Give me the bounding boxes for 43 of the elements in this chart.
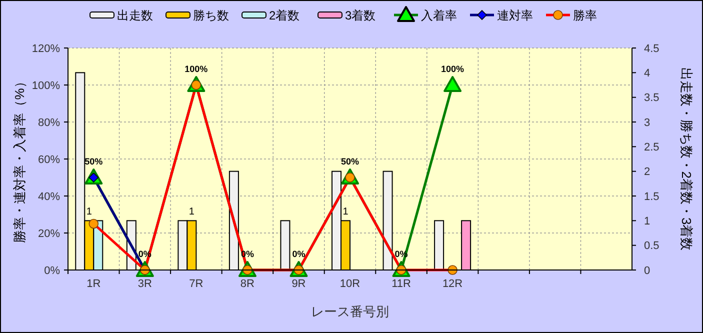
y2-tick-label: 4.5 bbox=[644, 42, 660, 55]
legend-label: 2着数 bbox=[269, 8, 300, 23]
x-tick-label: 9R bbox=[292, 278, 306, 290]
x-tick-label: 11R bbox=[392, 278, 412, 290]
y2-tick-label: 0.5 bbox=[644, 240, 660, 252]
data-label: 1 bbox=[86, 206, 92, 218]
x-tick-label: 1R bbox=[86, 278, 101, 290]
data-label: 1 bbox=[342, 206, 349, 218]
y2-tick-label: 4 bbox=[644, 68, 650, 80]
data-label: 0% bbox=[292, 249, 306, 259]
y-axis-title: 勝率・連対率・入着率（%） bbox=[12, 75, 27, 243]
data-label: 100% bbox=[184, 64, 208, 74]
legend-label: 出走数 bbox=[117, 8, 153, 23]
y-tick-label: 120% bbox=[32, 42, 60, 55]
y2-tick-label: 2 bbox=[644, 166, 650, 178]
legend-label: 勝ち数 bbox=[193, 8, 229, 23]
y2-tick-label: 1.5 bbox=[644, 190, 660, 203]
x-tick-label: 8R bbox=[240, 278, 255, 290]
data-label: 50% bbox=[340, 156, 360, 166]
y2-tick-label: 3 bbox=[644, 116, 650, 129]
x-axis-title: レース番号別 bbox=[311, 304, 389, 319]
y-tick-label: 60% bbox=[38, 154, 60, 166]
y-tick-label: 20% bbox=[38, 228, 60, 240]
data-label: 1 bbox=[188, 206, 195, 218]
y2-tick-label: 3.5 bbox=[644, 92, 660, 104]
legend-label: 入着率 bbox=[421, 8, 457, 23]
legend-label: 3着数 bbox=[345, 8, 376, 23]
x-tick-label: 12R bbox=[442, 278, 463, 290]
x-tick-label: 7R bbox=[189, 278, 204, 290]
y-tick-label: 0% bbox=[44, 264, 60, 277]
legend-label: 連対率 bbox=[497, 8, 533, 23]
data-label: 50% bbox=[84, 156, 103, 166]
y2-tick-label: 1 bbox=[644, 216, 650, 228]
y2-axis-title: 出走数・勝ち数・2着数・3着数 bbox=[679, 67, 694, 251]
y2-tick-label: 0 bbox=[644, 264, 650, 277]
x-tick-label: 3R bbox=[138, 278, 152, 290]
data-label: 100% bbox=[441, 64, 464, 74]
y-tick-label: 80% bbox=[38, 116, 60, 129]
x-tick-label: 10R bbox=[340, 278, 360, 290]
y-tick-label: 40% bbox=[38, 190, 60, 203]
legend-label: 勝率 bbox=[573, 8, 597, 23]
y2-tick-label: 2.5 bbox=[644, 142, 660, 154]
y-tick-label: 100% bbox=[32, 80, 60, 92]
